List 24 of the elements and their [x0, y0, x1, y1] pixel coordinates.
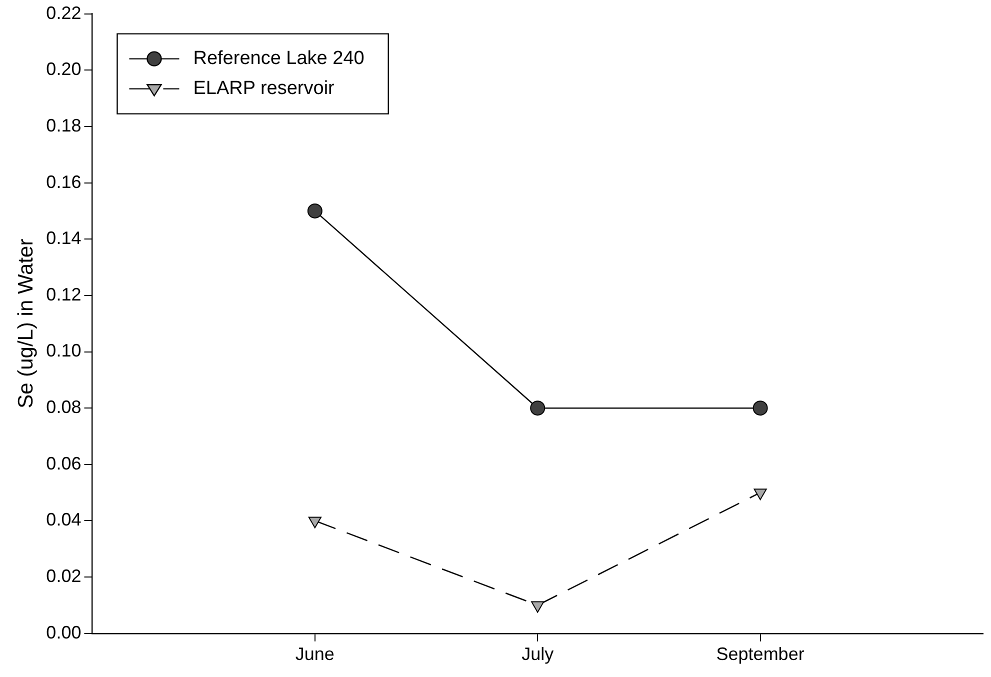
x-tick-label: September: [716, 644, 804, 664]
y-tick-label: 0.08: [46, 397, 82, 418]
point: [308, 516, 322, 528]
y-tick-label: 0.20: [46, 59, 82, 80]
x-tick-label: June: [295, 644, 334, 664]
y-tick-label: 0.22: [46, 2, 82, 23]
y-tick-label: 0.04: [46, 510, 82, 530]
y-axis-title: Se (ug/L) in Water: [14, 238, 38, 408]
point: [754, 488, 767, 500]
y-tick-label: 0.18: [46, 115, 82, 136]
y-tick-label: 0.12: [46, 284, 82, 304]
y-tick-label: 0.10: [46, 340, 82, 361]
y-tick-label: 0.06: [46, 453, 82, 474]
point: [752, 400, 768, 416]
x-tick-label: July: [522, 644, 554, 664]
point: [531, 601, 544, 613]
y-tick-label: 0.00: [46, 622, 82, 642]
legend-label: ELARP reservoir: [193, 78, 336, 100]
y-tick-label: 0.14: [46, 228, 82, 248]
legend-label: Reference Lake 240: [193, 48, 364, 70]
y-tick-label: 0.02: [46, 566, 82, 586]
y-tick-label: 0.16: [46, 172, 82, 192]
point: [307, 203, 322, 218]
point: [530, 400, 546, 416]
